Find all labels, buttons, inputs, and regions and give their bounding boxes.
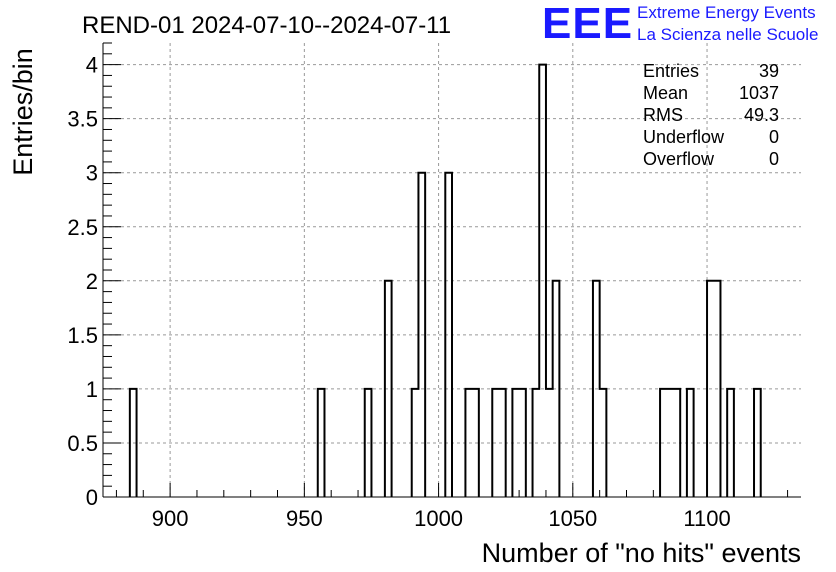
y-axis-label: Entries/bin: [8, 48, 38, 176]
tick-labels: 900 950 1000 1050 1100 0 0.5 1 1.5 2 2.5 3 3.5 4: [67, 53, 730, 531]
axes: [102, 42, 801, 498]
histogram-bin-1: [318, 389, 325, 497]
histogram-bin-14: [539, 65, 546, 497]
y-tick-label-1: 0.5: [67, 431, 98, 456]
histogram-bin-17: [593, 281, 600, 497]
x-tick-label-3: 1050: [548, 506, 597, 531]
stat-label-overflow: Overflow: [643, 149, 715, 169]
histogram-outline: [128, 63, 762, 497]
logo-mark: EEE: [542, 0, 633, 48]
histogram-bin-10: [499, 389, 506, 497]
y-tick-label-6: 3: [86, 161, 98, 186]
histogram-bin-16: [553, 281, 560, 497]
y-tick-label-0: 0: [86, 485, 98, 510]
y-tick-label-2: 1: [86, 377, 98, 402]
stat-label-rms: RMS: [643, 105, 683, 125]
histogram-bin-9: [492, 389, 499, 497]
stat-label-entries: Entries: [643, 61, 699, 81]
histogram-bin-18: [600, 389, 607, 497]
histogram-bin-21: [673, 389, 680, 497]
x-axis-label: Number of "no hits" events: [482, 538, 801, 568]
stat-value-entries: 39: [759, 61, 779, 81]
histogram-bin-11: [512, 389, 519, 497]
histogram-bin-12: [519, 389, 526, 497]
histogram-bin-2: [365, 389, 372, 497]
x-tick-label-4: 1100: [683, 506, 730, 531]
chart-title: REND-01 2024-07-10--2024-07-11: [82, 12, 451, 39]
x-tick-label-2: 1000: [414, 506, 463, 531]
logo-line-2: La Scienza nelle Scuole: [637, 25, 818, 44]
histogram-bin-6: [445, 173, 452, 497]
histogram-bin-25: [727, 389, 734, 497]
stat-label-mean: Mean: [643, 83, 688, 103]
stat-value-overflow: 0: [769, 149, 779, 169]
histogram-bin-3: [385, 281, 392, 497]
x-tick-label-1: 950: [286, 506, 323, 531]
y-tick-label-3: 1.5: [67, 323, 98, 348]
histogram-bin-0: [130, 389, 137, 497]
stat-value-underflow: 0: [769, 127, 779, 147]
stats-box: Entries 39 Mean 1037 RMS 49.3 Underflow 0 Overfl…: [643, 61, 779, 169]
stat-label-underflow: Underflow: [643, 127, 725, 147]
y-tick-label-4: 2: [86, 269, 98, 294]
stat-value-mean: 1037: [739, 83, 779, 103]
y-tick-label-8: 4: [86, 53, 98, 78]
histogram-bin-19: [660, 389, 667, 497]
histogram-bin-5: [418, 173, 425, 497]
logo-line-1: Extreme Energy Events: [637, 3, 816, 22]
histogram-bin-7: [465, 389, 472, 497]
stat-value-rms: 49.3: [744, 105, 779, 125]
histogram-bin-22: [687, 389, 694, 497]
histogram-bin-15: [546, 389, 553, 497]
eee-logo: EEE Extreme Energy Events La Scienza nel…: [542, 0, 818, 48]
histogram-bins: [128, 63, 762, 497]
histogram-bin-8: [472, 389, 479, 497]
histogram-bin-24: [714, 281, 721, 497]
y-tick-label-7: 3.5: [67, 107, 98, 132]
x-tick-label-0: 900: [152, 506, 189, 531]
y-tick-label-5: 2.5: [67, 215, 98, 240]
histogram-bin-26: [754, 389, 761, 497]
histogram-bin-13: [533, 389, 540, 497]
histogram-bin-23: [707, 281, 714, 497]
histogram-bin-4: [412, 389, 419, 497]
histogram-bin-20: [667, 389, 674, 497]
